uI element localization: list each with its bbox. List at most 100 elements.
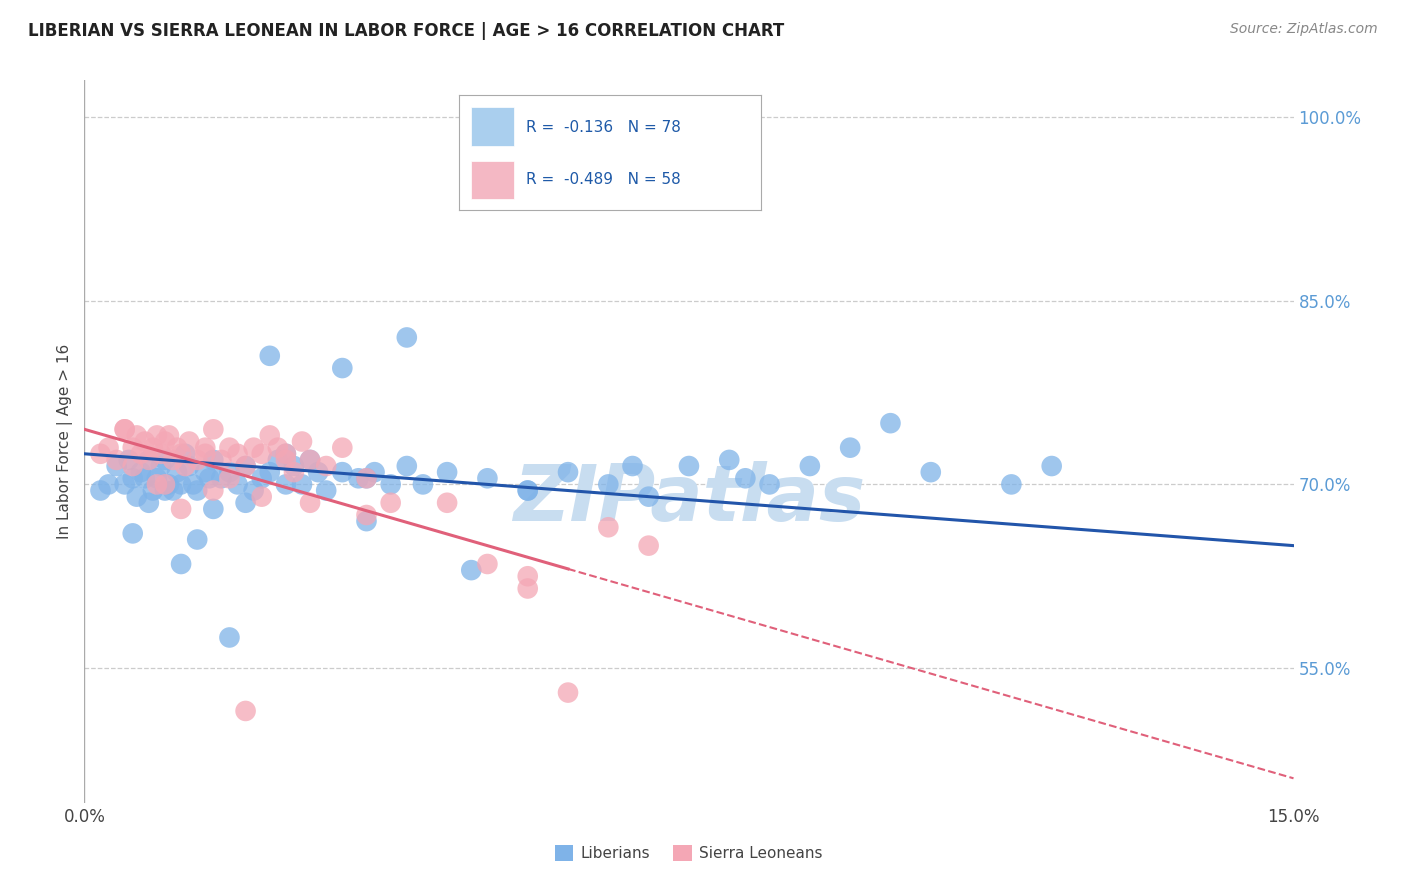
Point [105, 453, 128, 467]
Point [121, 526, 143, 541]
Point [218, 441, 240, 455]
Point [250, 471, 273, 485]
Point [315, 483, 337, 498]
Point [146, 477, 169, 491]
Point [734, 471, 756, 485]
Point [134, 434, 156, 449]
Point [181, 477, 204, 491]
Point [194, 465, 217, 479]
Point [138, 453, 160, 467]
Point [138, 453, 160, 467]
Point [637, 490, 659, 504]
Point [250, 490, 273, 504]
Point [121, 441, 143, 455]
Point [283, 458, 305, 473]
Point [250, 447, 273, 461]
Point [436, 496, 458, 510]
Point [202, 453, 225, 467]
Point [142, 441, 165, 455]
Point [174, 447, 197, 461]
Point [356, 471, 378, 485]
Point [226, 477, 249, 491]
Point [557, 685, 579, 699]
Point [758, 477, 780, 491]
Point [242, 483, 264, 498]
Point [194, 441, 217, 455]
Point [202, 483, 225, 498]
Point [274, 447, 297, 461]
Point [839, 441, 862, 455]
Point [557, 465, 579, 479]
Point [291, 434, 314, 449]
Point [598, 477, 620, 491]
Point [218, 465, 240, 479]
Point [157, 428, 180, 442]
Point [330, 465, 353, 479]
Point [315, 458, 337, 473]
Point [105, 458, 128, 473]
Point [153, 453, 176, 467]
Point [299, 453, 322, 467]
Point [395, 458, 418, 473]
Point [118, 453, 141, 467]
Legend: Liberians, Sierra Leoneans: Liberians, Sierra Leoneans [548, 839, 830, 867]
Point [129, 465, 152, 479]
Y-axis label: In Labor Force | Age > 16: In Labor Force | Age > 16 [58, 344, 73, 539]
Point [235, 704, 257, 718]
Point [516, 582, 538, 596]
Point [380, 496, 402, 510]
Point [153, 483, 176, 498]
Point [799, 458, 821, 473]
Point [307, 465, 329, 479]
Point [114, 422, 136, 436]
Point [267, 453, 290, 467]
Point [274, 453, 297, 467]
Point [412, 477, 434, 491]
Point [259, 465, 281, 479]
Point [194, 447, 217, 461]
Point [138, 496, 160, 510]
Point [186, 453, 208, 467]
Point [637, 539, 659, 553]
Point [267, 441, 290, 455]
Point [516, 569, 538, 583]
Point [380, 477, 402, 491]
Point [598, 520, 620, 534]
Point [678, 458, 700, 473]
Point [125, 428, 148, 442]
Point [920, 465, 942, 479]
Point [149, 458, 172, 473]
Point [477, 471, 499, 485]
Point [202, 422, 225, 436]
Point [235, 458, 257, 473]
Point [226, 447, 249, 461]
Point [170, 477, 193, 491]
Point [347, 471, 370, 485]
Point [621, 458, 644, 473]
Point [879, 416, 901, 430]
Point [134, 471, 156, 485]
Point [153, 477, 176, 491]
Point [235, 496, 257, 510]
Point [186, 483, 208, 498]
Point [174, 458, 197, 473]
Point [516, 483, 538, 498]
Point [202, 502, 225, 516]
Point [121, 471, 143, 485]
Point [186, 533, 208, 547]
Point [121, 458, 143, 473]
Point [477, 557, 499, 571]
Point [299, 453, 322, 467]
Point [162, 453, 184, 467]
Point [363, 465, 385, 479]
Point [516, 483, 538, 498]
Point [356, 471, 378, 485]
Point [149, 447, 172, 461]
Point [114, 477, 136, 491]
Point [356, 508, 378, 522]
Point [146, 471, 169, 485]
Point [198, 471, 221, 485]
Point [170, 502, 193, 516]
Point [299, 496, 322, 510]
Point [259, 349, 281, 363]
